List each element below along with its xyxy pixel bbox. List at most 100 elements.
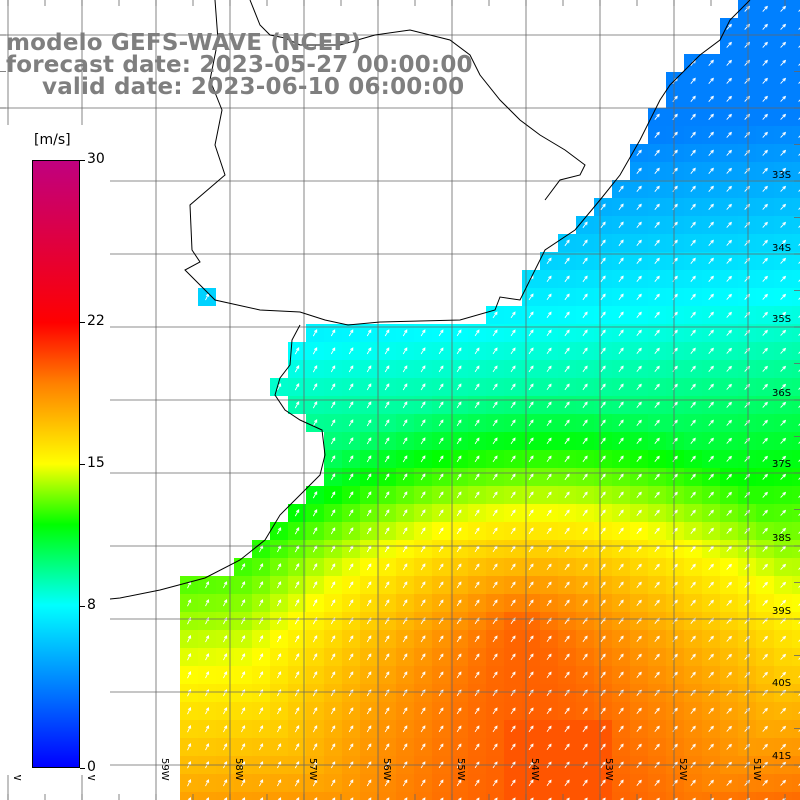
legend-tick-mark	[80, 464, 85, 465]
wind-arrow	[564, 329, 570, 337]
wind-arrow	[331, 797, 336, 800]
legend-tick-mark	[80, 768, 85, 769]
wind-arrow	[474, 707, 480, 715]
wind-arrow	[600, 383, 606, 391]
wind-arrow	[690, 779, 696, 786]
wind-cell	[468, 792, 486, 800]
wind-arrow	[636, 581, 642, 588]
wind-arrow	[618, 473, 624, 481]
wind-arrow	[492, 401, 498, 409]
wind-arrow	[762, 383, 768, 390]
wind-arrow	[420, 509, 426, 517]
wind-arrow	[636, 635, 642, 642]
wind-arrow	[330, 347, 336, 355]
wind-arrow	[402, 365, 408, 373]
wind-arrow	[564, 653, 570, 661]
wind-arrow	[564, 275, 570, 283]
wind-arrow	[744, 473, 750, 480]
wind-arrow	[456, 473, 462, 481]
wind-arrow	[798, 207, 800, 210]
wind-arrow	[582, 779, 588, 787]
wind-arrow	[564, 635, 570, 643]
wind-cell	[792, 702, 800, 720]
wind-arrow	[744, 5, 750, 12]
wind-arrow	[780, 671, 787, 678]
latitude-label: 39S	[772, 606, 791, 617]
wind-arrow	[528, 347, 534, 355]
wind-arrow	[456, 779, 462, 787]
wind-arrow	[744, 365, 750, 372]
wind-arrow	[618, 707, 624, 715]
latitude-label: 37S	[772, 459, 791, 470]
wind-arrow	[294, 383, 300, 391]
longitude-label: 52W	[677, 758, 688, 781]
wind-arrow	[312, 383, 318, 391]
wind-arrow	[277, 653, 282, 661]
wind-cell	[792, 666, 800, 684]
wind-arrow	[564, 599, 570, 607]
wind-arrow	[492, 671, 498, 679]
wind-arrow	[474, 473, 480, 481]
wind-arrow	[692, 797, 696, 800]
wind-arrow	[528, 365, 534, 373]
wind-arrow	[510, 347, 516, 355]
wind-arrow	[798, 243, 800, 246]
wind-arrow	[187, 724, 192, 733]
wind-arrow	[510, 329, 516, 337]
wind-arrow	[294, 599, 300, 607]
wind-arrow	[798, 45, 800, 48]
wind-arrow	[780, 239, 787, 246]
wind-arrow	[726, 743, 732, 750]
wind-arrow	[366, 635, 372, 643]
wind-cell	[792, 378, 800, 396]
wind-arrow	[618, 455, 624, 463]
wind-arrow	[510, 473, 516, 481]
wind-arrow	[600, 671, 606, 679]
wind-arrow	[510, 437, 516, 445]
wind-arrow	[780, 473, 787, 480]
wind-arrow	[780, 203, 787, 210]
wind-arrow	[385, 797, 390, 800]
wind-arrow	[294, 725, 300, 733]
wind-arrow	[600, 743, 606, 751]
wind-arrow	[672, 203, 678, 210]
wind-arrow	[636, 509, 642, 516]
wind-arrow	[582, 725, 588, 733]
wind-arrow	[762, 491, 768, 498]
wind-arrow	[690, 185, 696, 192]
wind-arrow	[762, 347, 768, 354]
wind-cell	[378, 792, 396, 800]
wind-arrow	[456, 581, 462, 589]
wind-arrow	[726, 149, 732, 156]
wind-arrow	[708, 203, 714, 210]
wind-arrow	[600, 527, 606, 535]
wind-arrow	[600, 599, 606, 607]
wind-arrow	[384, 473, 390, 481]
wind-arrow	[798, 9, 800, 12]
wind-arrow	[798, 405, 800, 408]
wind-cell	[792, 432, 800, 450]
wind-arrow	[780, 5, 787, 12]
wind-arrow	[384, 365, 390, 373]
wind-arrow	[492, 365, 498, 373]
wind-arrow	[312, 527, 318, 535]
wind-arrow	[708, 563, 714, 570]
wind-arrow	[710, 797, 714, 800]
wind-arrow	[367, 797, 372, 800]
wind-arrow	[762, 437, 768, 444]
wind-arrow	[564, 365, 570, 373]
wind-arrow	[582, 293, 588, 301]
wind-arrow	[600, 509, 606, 517]
wind-arrow	[672, 365, 678, 372]
wind-arrow	[762, 509, 768, 516]
wind-arrow	[259, 653, 264, 661]
wind-arrow	[205, 653, 210, 661]
wind-arrow	[744, 77, 750, 84]
wind-arrow	[618, 203, 624, 211]
wind-arrow	[241, 599, 246, 607]
wind-arrow	[223, 743, 228, 751]
wind-arrow	[744, 203, 750, 210]
wind-arrow	[798, 423, 800, 426]
wind-arrow	[708, 473, 714, 480]
latitude-label: 34S	[772, 243, 791, 254]
